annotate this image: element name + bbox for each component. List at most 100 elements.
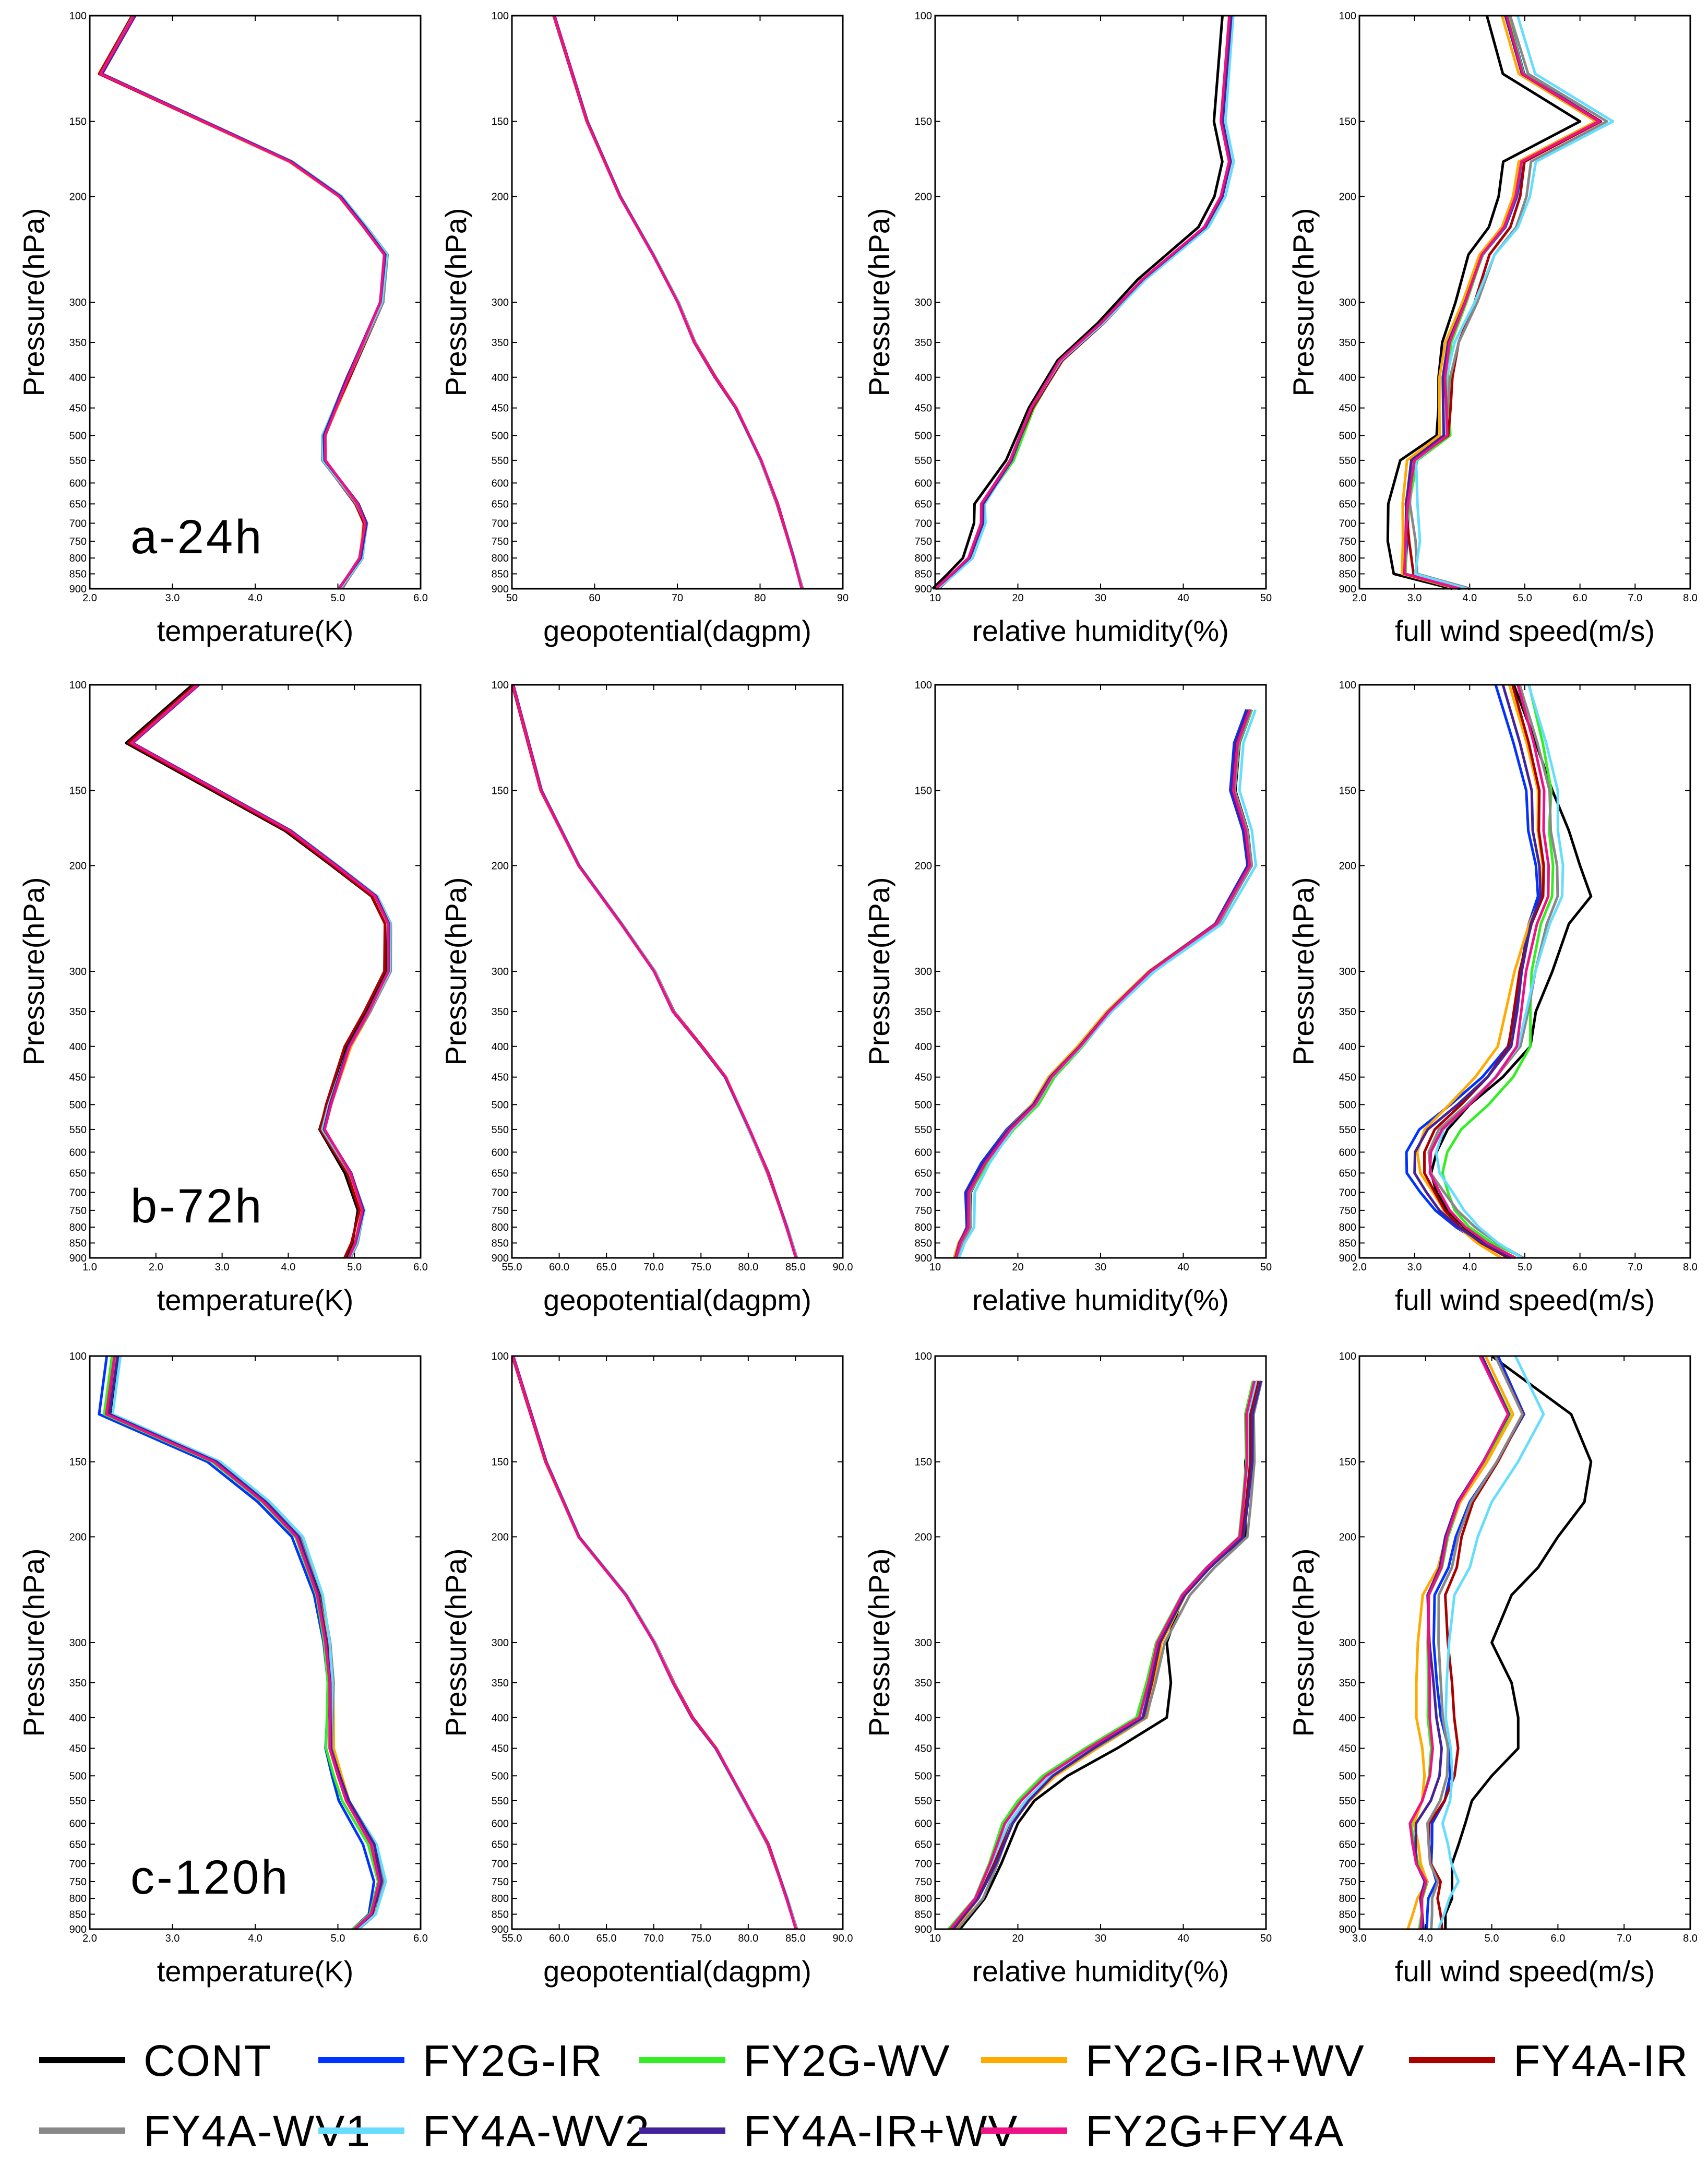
y-tick-label: 600 — [69, 1147, 87, 1158]
y-tick-label: 400 — [1339, 1713, 1356, 1724]
series-line-fy2g-ir — [1403, 15, 1603, 590]
x-tick-label: 7.0 — [1628, 1262, 1642, 1273]
y-tick-label: 450 — [915, 1743, 932, 1755]
plot-frame — [511, 15, 844, 590]
x-tick-label: 10 — [929, 592, 941, 604]
y-tick-label: 300 — [69, 1637, 87, 1649]
series-line-fy2g-wv — [947, 1381, 1255, 1930]
y-tick-label: 600 — [1339, 478, 1356, 489]
x-axis-title: relative humidity(%) — [972, 1283, 1229, 1316]
series-line-fy2g-ir-wv — [1406, 1355, 1514, 1930]
y-tick-label: 300 — [69, 297, 87, 308]
y-tick-label: 900 — [915, 1924, 932, 1935]
legend-entry: CONT — [39, 2036, 271, 2085]
y-tick-label: 200 — [492, 1531, 509, 1543]
series-line-fy2g-fy4a — [1408, 1355, 1510, 1930]
y-tick-label: 600 — [69, 478, 87, 489]
y-tick-label: 350 — [1339, 337, 1356, 349]
y-axis-title: Pressure(hPa) — [17, 208, 50, 396]
series-line-fy2g-ir-wv — [98, 15, 387, 590]
series-line-fy4a-ir-wv — [935, 15, 1233, 590]
y-tick-label: 900 — [1339, 1924, 1356, 1935]
series-line-fy2g-wv — [99, 15, 386, 590]
x-tick-label: 2.0 — [1352, 1262, 1367, 1273]
y-tick-label: 600 — [69, 1818, 87, 1829]
y-tick-label: 550 — [915, 1796, 932, 1807]
x-tick-label: 85.0 — [785, 1262, 806, 1273]
series-line-fy4a-wv2 — [111, 1356, 387, 1930]
x-tick-label: 4.0 — [248, 1933, 262, 1944]
series-line-cont — [931, 15, 1224, 590]
series-line-fy2g-fy4a — [105, 1356, 381, 1930]
y-tick-label: 750 — [492, 1205, 509, 1217]
x-tick-label: 4.0 — [248, 592, 262, 604]
y-tick-label: 500 — [492, 1770, 509, 1782]
x-tick-label: 6.0 — [413, 1933, 428, 1944]
x-tick-label: 3.0 — [1407, 592, 1422, 604]
y-axis-title: Pressure(hPa) — [17, 1548, 50, 1737]
plot-frame — [89, 1355, 422, 1930]
panel-r1-c1: 100 150 200 300 350 400 450 500 550 600 650 700 750 8… — [439, 680, 853, 1316]
y-tick-label: 550 — [1339, 1796, 1356, 1807]
y-tick-label: 100 — [69, 680, 87, 691]
x-tick-label: 6.0 — [413, 1262, 428, 1273]
y-tick-label: 450 — [492, 1743, 509, 1755]
y-tick-label: 100 — [492, 10, 509, 22]
y-tick-label: 650 — [1339, 1839, 1356, 1850]
panel-r1-c2: 100 150 200 300 350 400 450 500 550 600 650 700 750 8… — [863, 680, 1272, 1316]
y-axis-title: Pressure(hPa) — [863, 1548, 895, 1737]
y-tick-label: 300 — [1339, 297, 1356, 308]
y-tick-label: 800 — [69, 1222, 87, 1233]
series-line-fy2g-ir — [1405, 684, 1539, 1259]
y-tick-label: 450 — [492, 1072, 509, 1084]
y-tick-label: 500 — [915, 1099, 932, 1111]
x-tick-label: 4.0 — [281, 1262, 295, 1273]
y-tick-label: 200 — [492, 860, 509, 872]
x-tick-label: 60.0 — [549, 1933, 569, 1944]
series-line-fy2g-ir — [98, 1356, 376, 1930]
x-tick-label: 3.0 — [215, 1262, 230, 1273]
y-tick-label: 150 — [69, 786, 87, 797]
x-tick-label: 6.0 — [413, 592, 428, 604]
panel-r1-c3: 100 150 200 300 350 400 450 500 550 600 650 700 750 8… — [1287, 680, 1698, 1316]
x-tick-label: 70.0 — [643, 1933, 664, 1944]
legend-entry: FY4A-IR — [1409, 2036, 1688, 2085]
x-tick-label: 75.0 — [691, 1262, 711, 1273]
y-tick-label: 750 — [915, 536, 932, 548]
y-tick-label: 650 — [915, 1839, 932, 1850]
y-tick-label: 750 — [1339, 536, 1356, 548]
y-tick-label: 750 — [69, 536, 87, 548]
legend-label: FY2G+FY4A — [1085, 2107, 1345, 2156]
y-tick-label: 900 — [69, 1924, 87, 1935]
y-tick-label: 500 — [1339, 1099, 1356, 1111]
y-tick-label: 200 — [915, 191, 932, 203]
y-tick-label: 550 — [915, 1124, 932, 1136]
y-tick-label: 350 — [492, 1678, 509, 1689]
y-tick-label: 750 — [915, 1876, 932, 1888]
legend-entry: FY2G-IR+WV — [981, 2036, 1364, 2085]
y-tick-label: 700 — [69, 1187, 87, 1198]
y-tick-label: 700 — [492, 1858, 509, 1870]
y-tick-label: 800 — [915, 553, 932, 564]
y-tick-label: 100 — [1339, 1351, 1356, 1362]
y-axis-title: Pressure(hPa) — [863, 208, 895, 396]
y-tick-label: 400 — [69, 1713, 87, 1724]
y-tick-label: 100 — [1339, 10, 1356, 22]
y-tick-label: 850 — [915, 568, 932, 580]
series-line-fy2g-fy4a — [511, 684, 797, 1258]
x-tick-label: 90.0 — [833, 1262, 853, 1273]
y-tick-label: 450 — [492, 403, 509, 414]
y-tick-label: 800 — [492, 1893, 509, 1905]
y-tick-label: 600 — [1339, 1147, 1356, 1158]
series-line-fy2g-ir-wv — [1416, 684, 1544, 1259]
x-tick-label: 50 — [1260, 592, 1272, 604]
series-line-fy4a-wv1 — [1427, 684, 1559, 1259]
x-tick-label: 4.0 — [1418, 1933, 1433, 1944]
legend-entry: FY4A-IR+WV — [639, 2107, 1017, 2156]
series-line-fy2g-wv — [956, 709, 1253, 1258]
legend-label: FY4A-WV2 — [423, 2107, 650, 2156]
y-tick-label: 700 — [69, 1858, 87, 1870]
y-tick-label: 850 — [915, 1909, 932, 1920]
plot-frame — [511, 684, 844, 1259]
